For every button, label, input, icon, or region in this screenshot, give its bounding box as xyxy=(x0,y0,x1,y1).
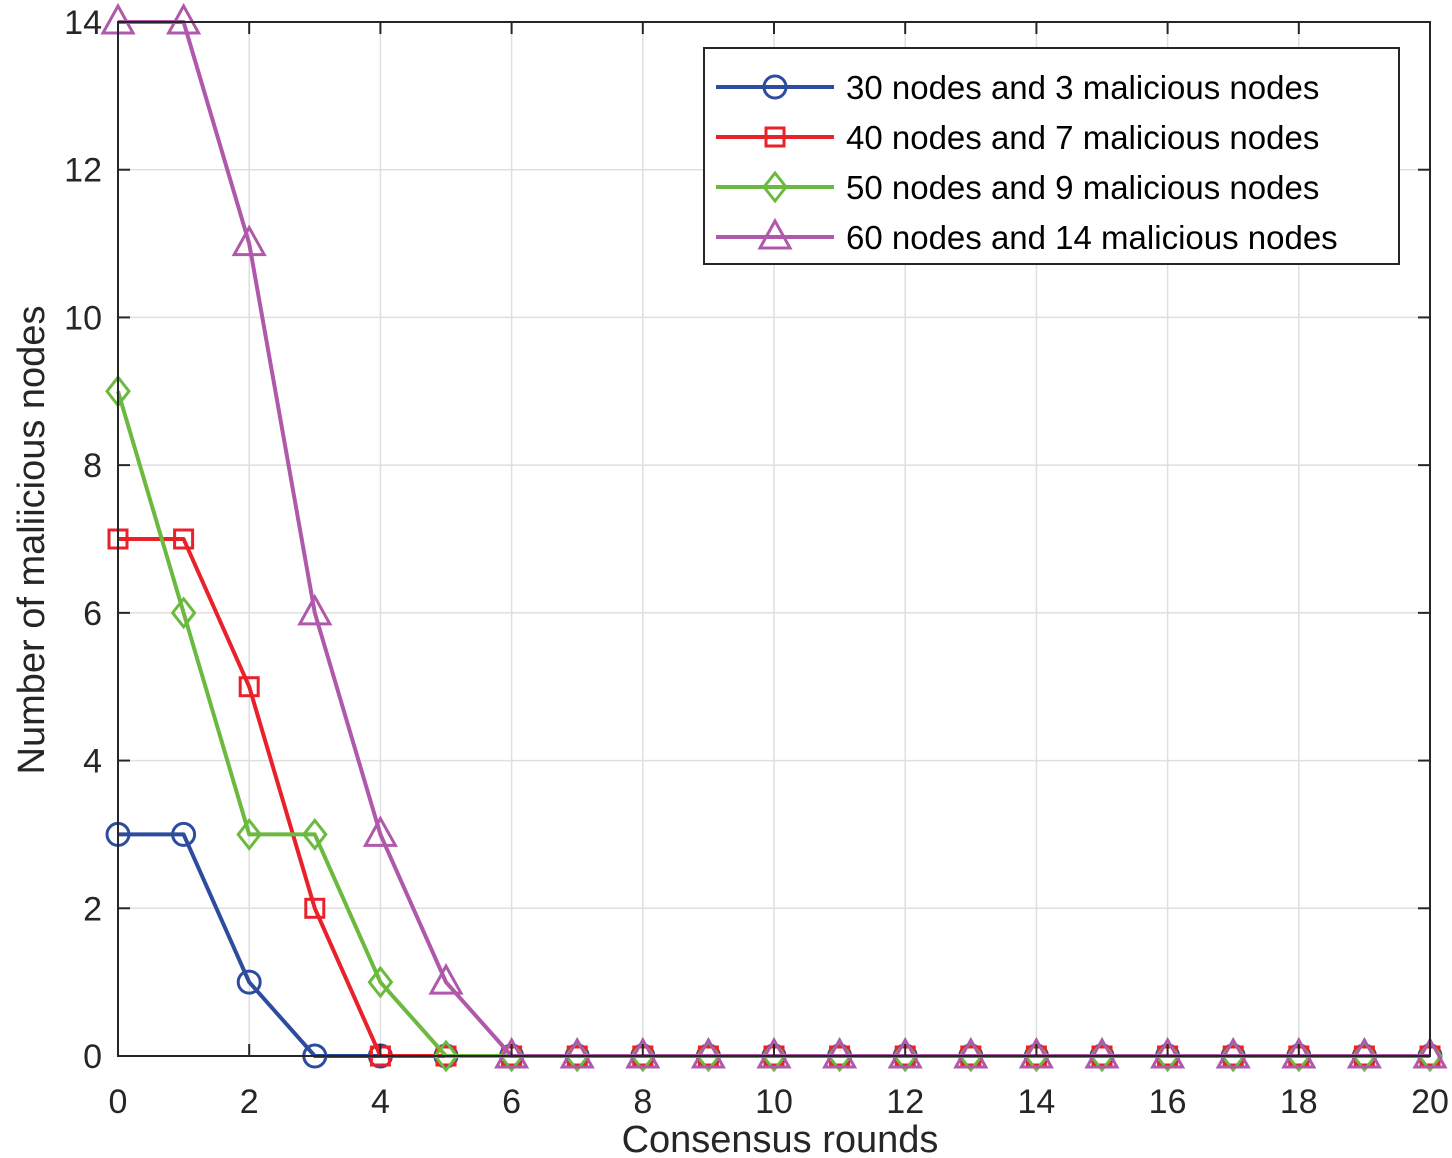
legend-entry: 40 nodes and 7 malicious nodes xyxy=(716,119,1319,156)
data-point-marker xyxy=(494,1036,530,1069)
data-point-marker xyxy=(433,1039,459,1073)
y-axis-label: Number of maliicious nodes xyxy=(11,306,53,775)
x-axis-label: Consensus rounds xyxy=(622,1119,939,1158)
data-point-marker xyxy=(1150,1036,1186,1069)
data-point-marker xyxy=(756,1036,792,1069)
data-point-marker xyxy=(1084,1036,1120,1069)
y-tick-label: 4 xyxy=(83,743,102,781)
data-point-marker xyxy=(1018,1036,1054,1069)
legend-label: 40 nodes and 7 malicious nodes xyxy=(846,119,1319,156)
data-point-marker xyxy=(1215,1036,1251,1069)
data-point-marker xyxy=(301,818,328,851)
data-point-marker xyxy=(822,1036,858,1069)
x-tick-label: 12 xyxy=(886,1083,924,1121)
y-tick-label: 12 xyxy=(64,152,102,190)
data-point-marker xyxy=(559,1036,595,1069)
x-tick-label: 10 xyxy=(755,1083,793,1121)
data-point-marker xyxy=(1346,1036,1382,1069)
data-point-marker xyxy=(428,963,464,995)
legend-box xyxy=(703,47,1400,265)
data-point-marker xyxy=(297,593,333,626)
data-point-marker xyxy=(362,815,398,847)
data-point-marker xyxy=(367,965,394,999)
x-tick-label: 0 xyxy=(109,1083,128,1121)
data-point-marker xyxy=(1281,1036,1317,1069)
x-tick-label: 20 xyxy=(1411,1083,1449,1121)
data-point-marker xyxy=(236,818,263,851)
legend-label: 30 nodes and 3 malicious nodes xyxy=(846,69,1319,106)
legend-marker xyxy=(764,126,786,148)
data-point-marker xyxy=(231,224,267,257)
x-tick-label: 8 xyxy=(633,1083,652,1121)
legend-label: 60 nodes and 14 malicious nodes xyxy=(846,219,1338,256)
data-point-marker xyxy=(238,676,260,698)
data-point-marker xyxy=(1412,1036,1448,1069)
legend-entry: 50 nodes and 9 malicious nodes xyxy=(716,169,1319,206)
data-point-marker xyxy=(690,1036,726,1069)
data-point-marker xyxy=(171,821,197,847)
y-tick-label: 6 xyxy=(83,595,102,633)
y-tick-label: 14 xyxy=(64,4,102,42)
legend-marker xyxy=(757,217,793,250)
axis-ticks: 0 2 4 6 8 10 12 14 16 18 20 0 2 4 6 8 10 12 14 xyxy=(64,4,1449,1121)
data-point-marker xyxy=(625,1036,661,1069)
y-tick-label: 10 xyxy=(64,299,102,337)
legend-marker xyxy=(762,74,788,100)
data-point-marker xyxy=(236,969,262,995)
y-tick-label: 2 xyxy=(83,890,102,928)
data-point-marker xyxy=(304,897,326,919)
x-tick-label: 18 xyxy=(1280,1083,1318,1121)
y-tick-label: 0 xyxy=(83,1038,102,1076)
data-point-marker xyxy=(887,1036,923,1069)
legend-marker xyxy=(762,170,788,204)
x-tick-label: 6 xyxy=(502,1083,521,1121)
x-tick-label: 2 xyxy=(240,1083,259,1121)
x-tick-label: 16 xyxy=(1149,1083,1187,1121)
x-tick-label: 4 xyxy=(371,1083,390,1121)
legend-entry: 60 nodes and 14 malicious nodes xyxy=(716,217,1338,256)
data-point-marker xyxy=(170,596,197,630)
legend: 30 nodes and 3 malicious nodes 40 nodes a… xyxy=(703,47,1400,265)
legend-label: 50 nodes and 9 malicious nodes xyxy=(846,169,1319,206)
data-point-marker xyxy=(173,528,195,550)
x-tick-label: 14 xyxy=(1017,1083,1055,1121)
data-point-marker xyxy=(953,1036,989,1069)
data-point-marker xyxy=(166,2,202,35)
legend-entry: 30 nodes and 3 malicious nodes xyxy=(716,69,1319,106)
y-tick-label: 8 xyxy=(83,447,102,485)
